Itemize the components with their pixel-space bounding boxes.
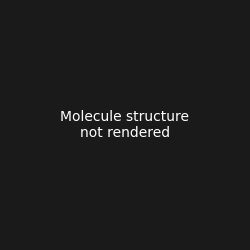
- Text: Molecule structure
not rendered: Molecule structure not rendered: [60, 110, 190, 140]
